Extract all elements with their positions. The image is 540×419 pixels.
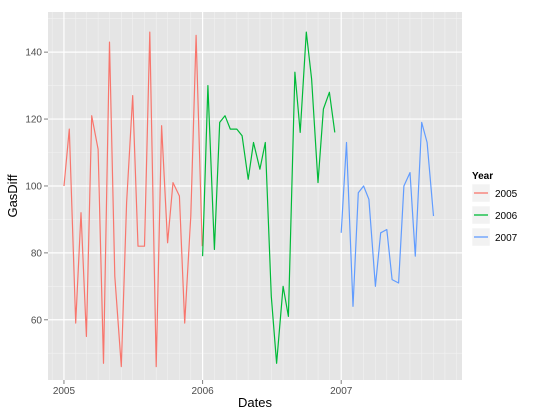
- series-line-2006: [202, 31, 336, 364]
- legend-title: Year: [472, 171, 493, 182]
- y-tick-label: 100: [25, 181, 42, 192]
- y-tick-label: 80: [31, 248, 43, 259]
- x-tick-label: 2006: [191, 386, 214, 397]
- y-tick-label: 120: [25, 115, 42, 126]
- x-tick-label: 2005: [53, 386, 76, 397]
- y-tick-label: 140: [25, 48, 42, 59]
- legend-label-2007: 2007: [495, 233, 518, 244]
- major-gridlines: [48, 12, 462, 380]
- series-line-2005: [63, 31, 203, 368]
- legend-label-2006: 2006: [495, 211, 518, 222]
- y-tick-label: 60: [31, 315, 43, 326]
- x-axis-title: Dates: [238, 395, 272, 410]
- x-axis: 2005 2006 2007: [53, 380, 353, 397]
- y-axis: 60 80 100 120 140: [25, 48, 48, 326]
- legend-label-2005: 2005: [495, 189, 518, 200]
- legend: Year 2005 2006 2007: [471, 171, 518, 247]
- series-line-2007: [340, 121, 435, 307]
- y-axis-title: GasDiff: [5, 174, 20, 217]
- plot-panel: [48, 12, 462, 380]
- series-lines: [63, 31, 435, 368]
- x-tick-label: 2007: [330, 386, 353, 397]
